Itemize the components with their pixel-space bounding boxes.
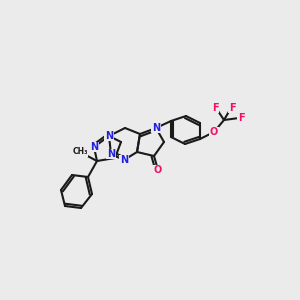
- Text: F: F: [238, 113, 244, 123]
- Text: N: N: [105, 131, 113, 141]
- Text: O: O: [154, 165, 162, 175]
- Text: N: N: [90, 142, 98, 152]
- Text: N: N: [107, 149, 115, 159]
- Text: O: O: [210, 127, 218, 137]
- Text: N: N: [120, 155, 128, 165]
- Text: N: N: [152, 123, 160, 133]
- Text: CH₃: CH₃: [72, 148, 88, 157]
- Text: F: F: [212, 103, 218, 113]
- Text: F: F: [229, 103, 235, 113]
